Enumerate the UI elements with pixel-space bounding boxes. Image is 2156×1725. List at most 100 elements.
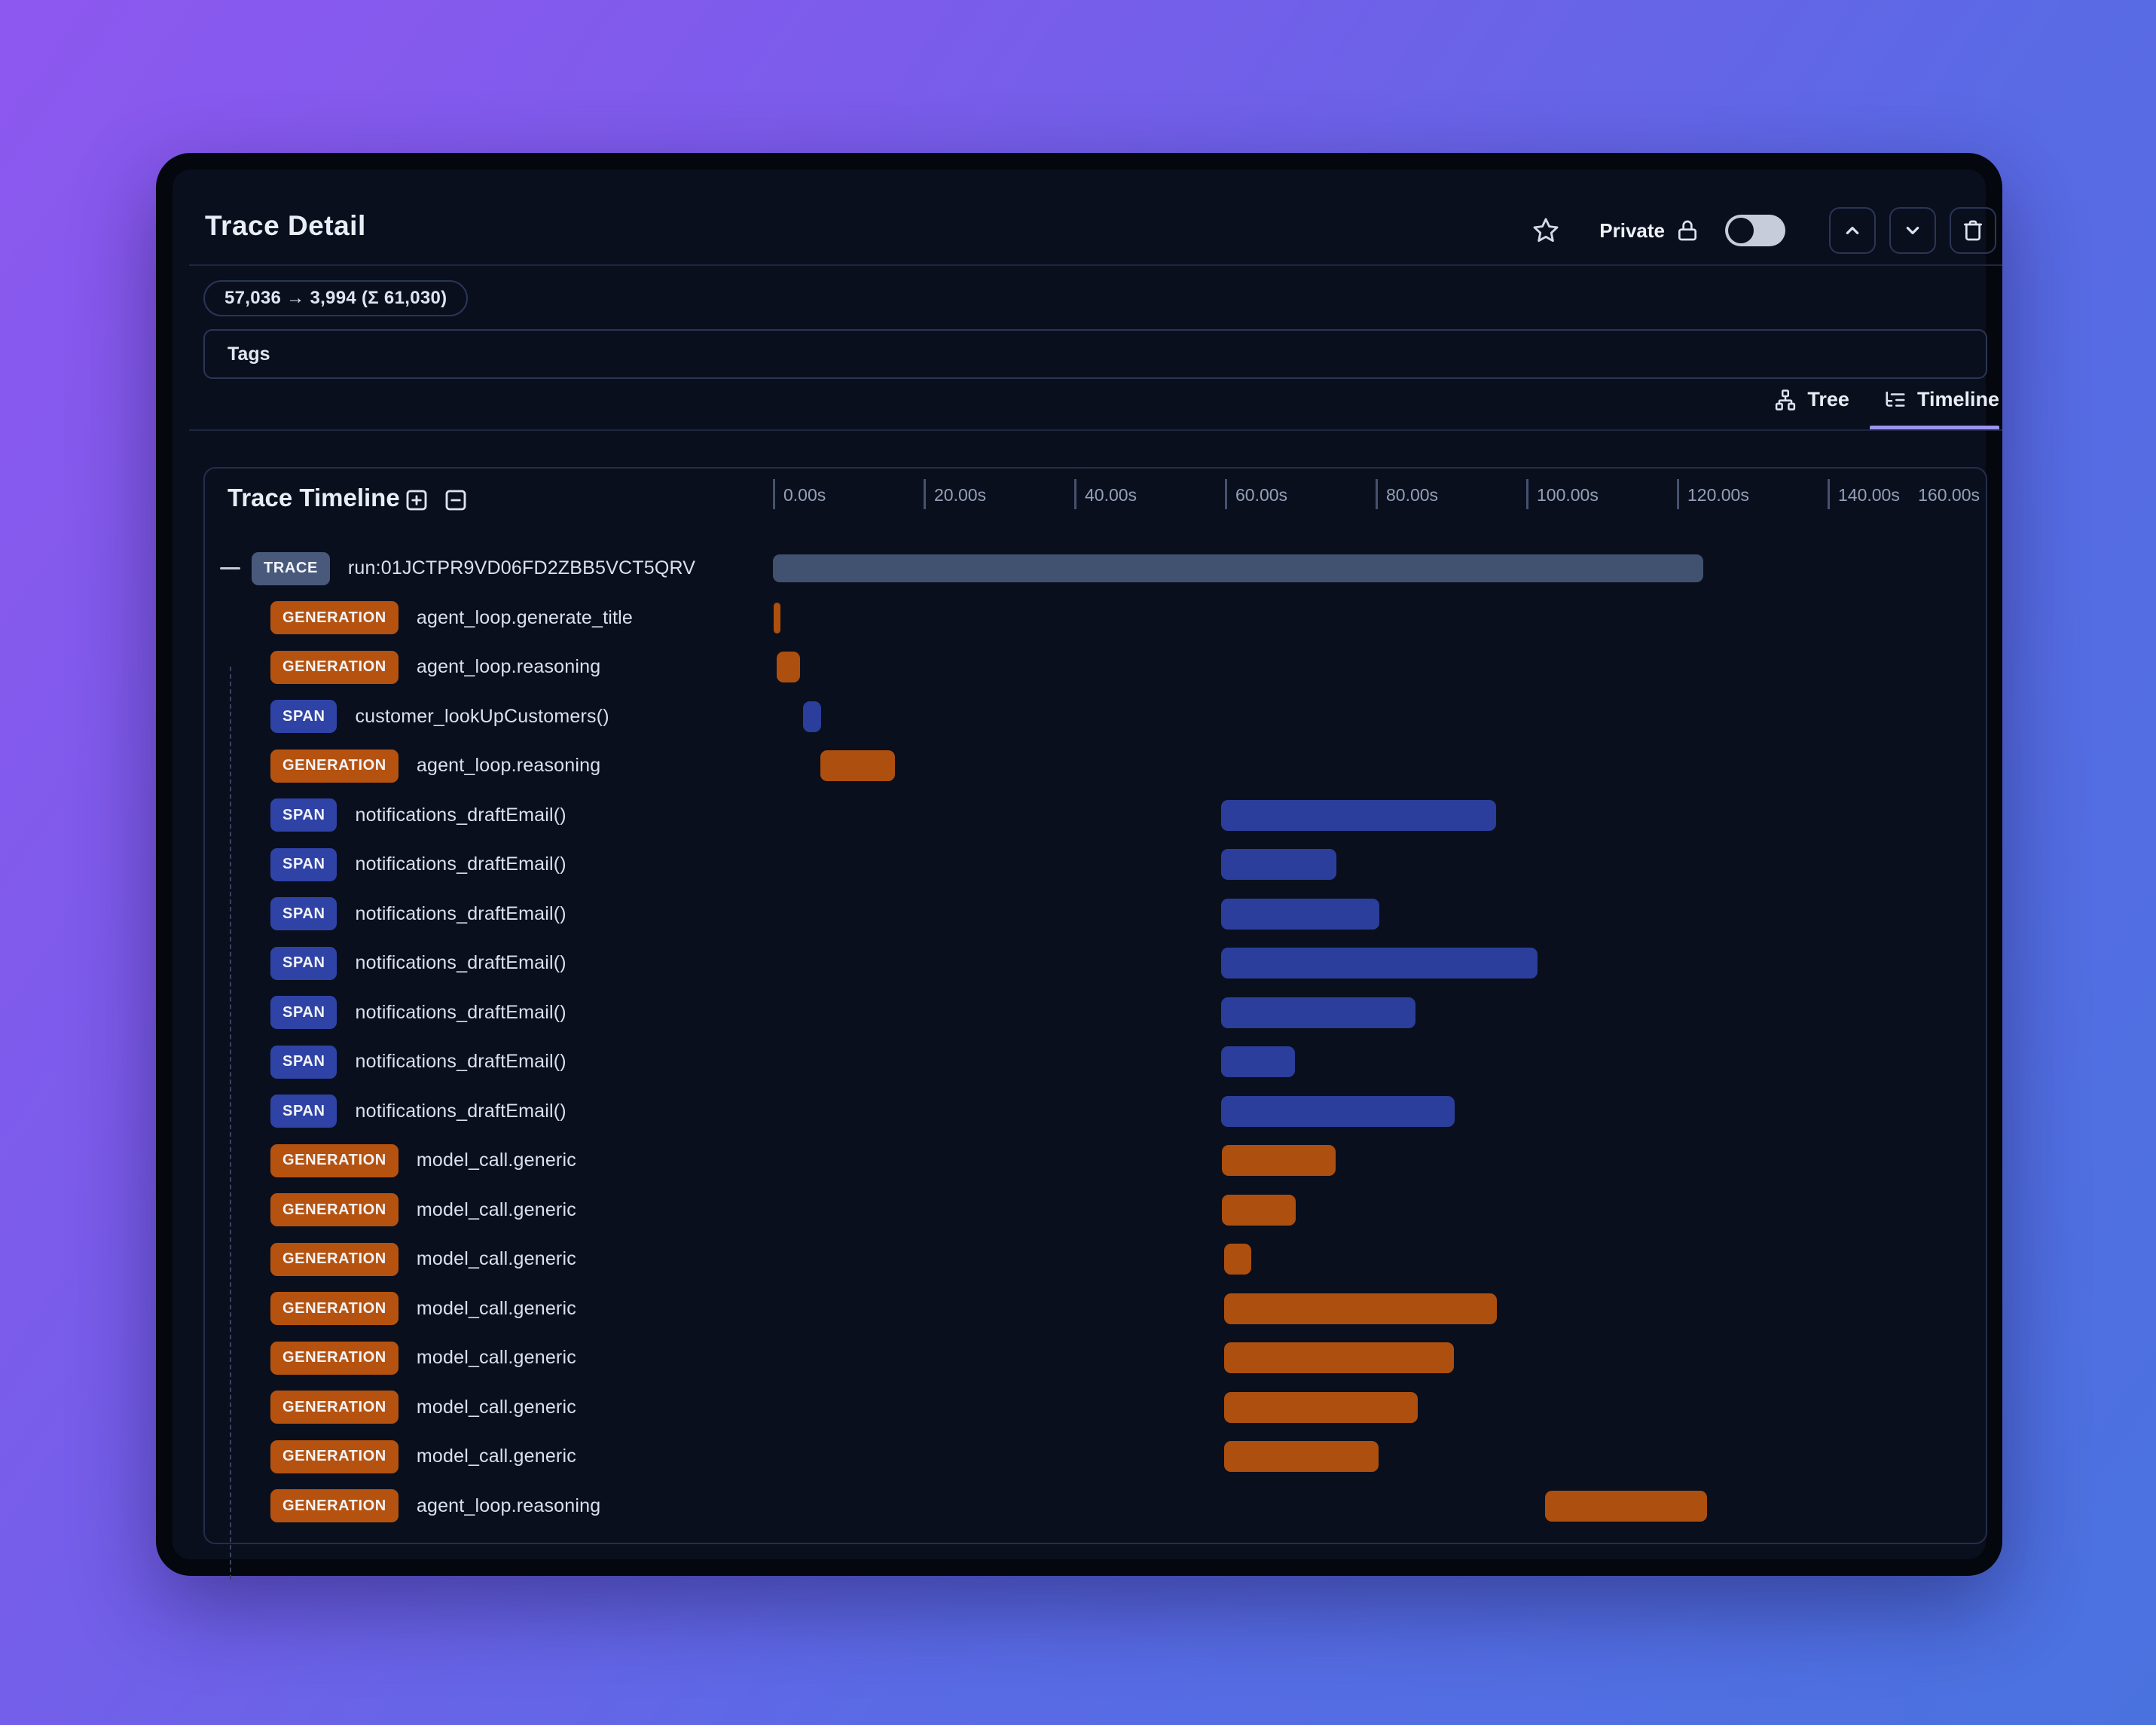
observation-row[interactable]: GENERATION agent_loop.generate_title (205, 594, 1986, 643)
observation-row[interactable]: GENERATION model_call.generic (205, 1284, 1986, 1334)
observation-type-badge: SPAN (270, 946, 337, 980)
plus-square-icon (403, 487, 430, 514)
observation-row[interactable]: GENERATION agent_loop.reasoning (205, 741, 1986, 791)
observation-row[interactable]: SPAN notifications_draftEmail() (205, 939, 1986, 988)
observation-name: agent_loop.reasoning (416, 1494, 601, 1516)
observation-name: model_call.generic (416, 1198, 576, 1220)
observation-row[interactable]: GENERATION agent_loop.reasoning (205, 643, 1986, 692)
header-divider (189, 264, 2002, 266)
observation-row[interactable]: GENERATION model_call.generic (205, 1383, 1986, 1433)
token-usage-badge: 57,036 → 3,994 (Σ 61,030) (203, 280, 469, 316)
axis-tick-label: 0.00s (783, 485, 826, 505)
timeline-bar[interactable] (1222, 1145, 1336, 1176)
timeline-bar[interactable] (1221, 849, 1336, 880)
axis-tick-label: 140.00s (1838, 485, 1900, 505)
observation-type-badge: GENERATION (270, 1440, 399, 1473)
tab-timeline-label: Timeline (1916, 388, 1999, 411)
observation-type-badge: GENERATION (270, 1193, 399, 1227)
observation-name: model_call.generic (416, 1149, 576, 1171)
expand-all-button[interactable] (402, 487, 431, 515)
timeline-bar[interactable] (820, 750, 895, 781)
timeline-bar[interactable] (774, 602, 780, 634)
timeline-bar[interactable] (1221, 898, 1379, 930)
observation-name: model_call.generic (416, 1248, 576, 1270)
star-icon[interactable] (1531, 216, 1560, 245)
active-tab-indicator (1870, 426, 1999, 431)
timeline-rows: TRACE run:01JCTPR9VD06FD2ZBB5VCT5QRV GENER… (205, 544, 1986, 1580)
observation-type-badge: GENERATION (270, 1341, 399, 1375)
delete-trace-button[interactable] (1950, 207, 1996, 254)
observation-name: notifications_draftEmail() (355, 952, 566, 974)
tab-tree-label: Tree (1807, 388, 1849, 411)
observation-row[interactable]: SPAN notifications_draftEmail() (205, 791, 1986, 841)
tab-tree[interactable]: Tree (1774, 388, 1849, 422)
timeline-bar[interactable] (1224, 1342, 1454, 1373)
timeline-bar[interactable] (777, 652, 800, 682)
timeline-bar[interactable] (1221, 1046, 1295, 1077)
tags-input[interactable]: Tags (203, 329, 1987, 379)
observation-row[interactable]: SPAN notifications_draftEmail() (205, 840, 1986, 890)
timeline-bar[interactable] (773, 554, 1703, 582)
axis-tick (1376, 479, 1378, 509)
collapse-toggle-icon[interactable] (220, 567, 240, 570)
observation-row[interactable]: SPAN notifications_draftEmail() (205, 1087, 1986, 1137)
observation-name: notifications_draftEmail() (355, 1001, 566, 1023)
observation-row[interactable]: GENERATION model_call.generic (205, 1136, 1986, 1186)
observation-type-badge: SPAN (270, 798, 337, 832)
observation-row[interactable]: SPAN notifications_draftEmail() (205, 988, 1986, 1038)
window-content: Trace Detail Private 57,036 → 3,994 (Σ 6… (189, 186, 2002, 1580)
next-trace-button[interactable] (1889, 207, 1936, 254)
axis-end-label: 160.00s (1918, 485, 1980, 505)
observation-name: model_call.generic (416, 1446, 576, 1467)
axis-tick (1225, 479, 1227, 509)
observation-type-badge: SPAN (270, 897, 337, 931)
observation-type-badge: GENERATION (270, 1489, 399, 1523)
tabs-divider (189, 429, 2002, 431)
observation-row[interactable]: GENERATION model_call.generic (205, 1333, 1986, 1383)
timeline-bar[interactable] (1224, 1293, 1497, 1324)
timeline-bar[interactable] (1224, 1441, 1379, 1472)
tags-label: Tags (228, 343, 270, 365)
tab-timeline[interactable]: Timeline (1884, 388, 1999, 422)
axis-tick (773, 479, 775, 509)
observation-type-badge: TRACE (252, 551, 330, 585)
axis-tick (1074, 479, 1076, 509)
page-title: Trace Detail (205, 210, 366, 241)
observation-type-badge: GENERATION (270, 1143, 399, 1177)
observation-name: agent_loop.reasoning (416, 656, 601, 678)
timeline-bar[interactable] (1545, 1490, 1707, 1522)
previous-trace-button[interactable] (1829, 207, 1876, 254)
observation-name: agent_loop.generate_title (416, 606, 634, 628)
axis-tick-label: 40.00s (1085, 485, 1138, 505)
axis-tick (1828, 479, 1830, 509)
observation-type-badge: SPAN (270, 847, 337, 881)
collapse-all-button[interactable] (441, 487, 470, 515)
chevron-down-icon (1901, 218, 1925, 243)
observation-name: notifications_draftEmail() (355, 804, 566, 826)
timeline-bar[interactable] (1221, 1095, 1455, 1127)
timeline-bar[interactable] (803, 701, 821, 732)
minus-square-icon (442, 487, 469, 514)
observation-row[interactable]: GENERATION agent_loop.reasoning (205, 1482, 1986, 1531)
timeline-bar[interactable] (1222, 1194, 1296, 1226)
observation-name: model_call.generic (416, 1297, 576, 1319)
timeline-bar[interactable] (1221, 997, 1415, 1028)
observation-name: model_call.generic (416, 1347, 576, 1369)
observation-name: customer_lookUpCustomers() (355, 705, 609, 727)
observation-type-badge: SPAN (270, 996, 337, 1030)
timeline-bar[interactable] (1224, 1244, 1251, 1275)
observation-type-badge: SPAN (270, 1095, 337, 1128)
observation-row[interactable]: GENERATION model_call.generic (205, 1186, 1986, 1235)
observation-row[interactable]: SPAN notifications_draftEmail() (205, 890, 1986, 939)
observation-row[interactable]: GENERATION model_call.generic (205, 1235, 1986, 1284)
timeline-bar[interactable] (1221, 948, 1538, 979)
timeline-bar[interactable] (1221, 799, 1496, 831)
observation-row[interactable]: SPAN notifications_draftEmail() (205, 1037, 1986, 1087)
timeline-bar[interactable] (1224, 1391, 1418, 1423)
observation-row[interactable]: SPAN customer_lookUpCustomers() (205, 692, 1986, 742)
chevron-up-icon (1840, 218, 1864, 243)
observation-row[interactable]: GENERATION model_call.generic (205, 1432, 1986, 1482)
observation-name: notifications_draftEmail() (355, 902, 566, 924)
trace-row[interactable]: TRACE run:01JCTPR9VD06FD2ZBB5VCT5QRV (205, 544, 1986, 594)
privacy-toggle[interactable] (1725, 215, 1785, 246)
